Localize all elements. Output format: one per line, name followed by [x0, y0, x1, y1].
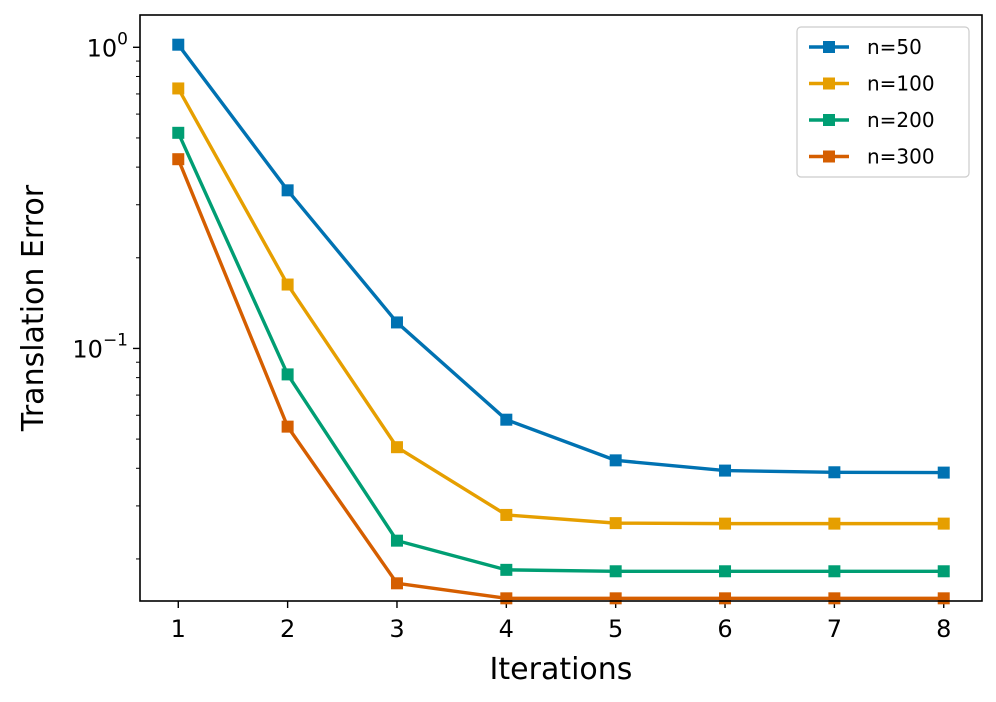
x-tick-label: 3 [389, 615, 404, 643]
data-point [500, 413, 513, 426]
legend-box [796, 26, 970, 178]
y-axis-title: Translation Error [16, 184, 51, 432]
data-point [390, 577, 403, 590]
x-tick-label: 6 [717, 615, 732, 643]
legend-marker [823, 150, 835, 163]
data-point [281, 184, 294, 197]
x-tick-label: 8 [936, 615, 951, 643]
series-n=50 [172, 38, 950, 479]
legend-label: n=100 [867, 72, 935, 96]
x-tick-label: 5 [608, 615, 623, 643]
data-point [172, 82, 185, 95]
series-n=100 [172, 82, 950, 530]
x-tick-label: 1 [171, 615, 186, 643]
x-axis-title: Iterations [490, 652, 633, 687]
data-point [609, 517, 622, 530]
data-point [609, 565, 622, 578]
data-point [937, 565, 950, 578]
y-tick-label: 10−1 [72, 330, 128, 363]
legend-label: n=300 [867, 145, 935, 169]
data-point [719, 517, 732, 530]
data-point [828, 466, 841, 479]
legend-item: n=50 [809, 35, 922, 59]
legend-item: n=300 [809, 145, 935, 169]
data-point [172, 38, 185, 51]
axes-ticks: 1 2 3 4 5 6 7 8 100 10−1 [72, 29, 951, 643]
legend-marker [823, 114, 835, 126]
data-point [281, 368, 294, 381]
plot-frame [139, 14, 983, 602]
legend-item: n=100 [809, 72, 935, 96]
series-n=200 [172, 126, 950, 578]
plot-series [172, 38, 950, 605]
series-line [176, 86, 946, 526]
legend-marker [823, 77, 835, 90]
data-point [937, 466, 950, 479]
data-point [828, 592, 841, 605]
x-tick-label: 7 [827, 615, 842, 643]
series-line [176, 157, 946, 601]
data-point [500, 592, 513, 605]
series-line [176, 43, 946, 475]
data-point [609, 592, 622, 605]
data-point [500, 508, 513, 521]
data-point [500, 563, 513, 576]
data-point [390, 441, 403, 454]
legend-label: n=200 [867, 108, 935, 132]
data-point [828, 565, 841, 578]
x-tick-label: 4 [499, 615, 514, 643]
legend-marker [823, 41, 835, 53]
data-point [390, 316, 403, 329]
y-tick-label: 100 [87, 29, 128, 62]
data-point [719, 592, 732, 605]
series-line [176, 131, 946, 573]
data-point [281, 278, 294, 291]
data-point [719, 464, 732, 477]
data-point [172, 153, 185, 166]
data-point [281, 420, 294, 433]
data-point [828, 517, 841, 530]
data-point [937, 592, 950, 605]
data-point [937, 517, 950, 530]
legend: n=50 n=100 n=200 n=300 [796, 26, 970, 178]
legend-item: n=200 [809, 108, 935, 132]
data-point [719, 565, 732, 578]
legend-label: n=50 [867, 35, 922, 59]
data-point [172, 126, 185, 139]
data-point [390, 534, 403, 547]
data-point [609, 454, 622, 467]
x-tick-label: 2 [280, 615, 295, 643]
